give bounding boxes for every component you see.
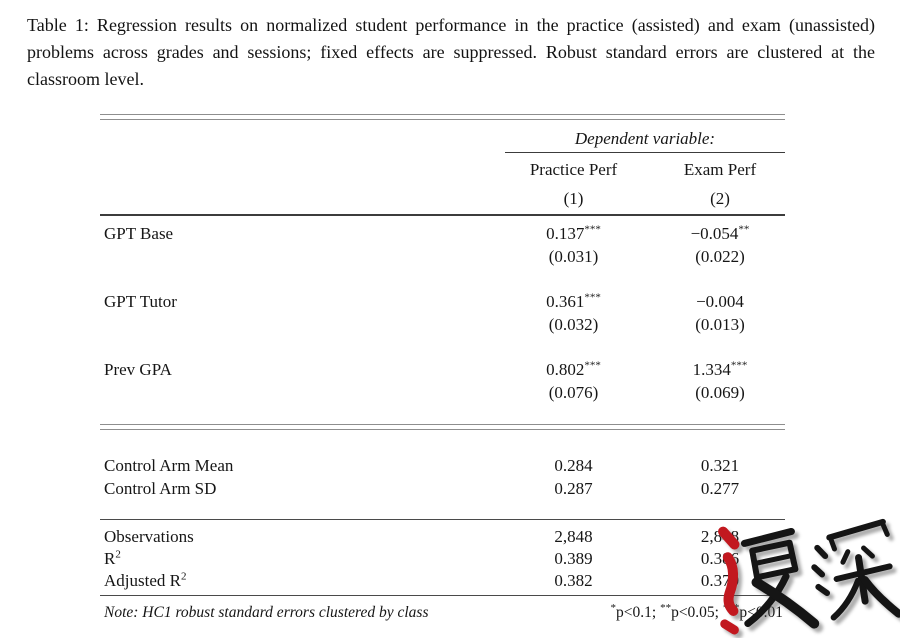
row-label: GPT Tutor [104, 292, 177, 311]
column-number-row: (1) (2) [100, 189, 785, 209]
se-cell: (0.069) [695, 383, 745, 402]
coef-row-prev-gpa: Prev GPA 0.802*** 1.334*** (0.076) (0.06… [100, 358, 785, 404]
mid-double-rule [100, 424, 785, 430]
summary-row-sd: Control Arm SD 0.287 0.277 [100, 477, 785, 500]
column-header-exam: Exam Perf [683, 160, 757, 179]
significance-stars: ** [738, 223, 750, 236]
column-header-practice: Practice Perf [529, 160, 618, 179]
row-label: Adjusted R2 [104, 570, 187, 590]
se-cell: (0.031) [548, 247, 599, 266]
significance-stars: *** [584, 359, 601, 372]
stats-row-r2: R2 0.389 0.386 [100, 548, 785, 570]
significance-stars: *** [584, 291, 601, 304]
se-cell: (0.076) [548, 383, 599, 402]
se-cell: (0.032) [548, 315, 599, 334]
se-cell: (0.013) [695, 315, 745, 334]
coef-row-gpt-base: GPT Base 0.137*** −0.054** (0.031) (0.02… [100, 222, 785, 268]
row-label: GPT Base [104, 224, 174, 243]
column-number-1: (1) [563, 189, 584, 208]
summary-row-mean: Control Arm Mean 0.284 0.321 [100, 454, 785, 477]
coef-cell: 1.334*** [692, 359, 748, 379]
table-note-row: Note: HC1 robust standard errors cluster… [100, 602, 785, 624]
table-caption: Table 1: Regression results on normalize… [27, 15, 875, 89]
coef-cell: 0.137*** [546, 223, 601, 243]
row-label: R2 [104, 548, 121, 568]
row-label: Control Arm Mean [104, 456, 234, 475]
stats-block: Observations 2,848 2,848 R2 0.389 0.386 … [100, 526, 785, 592]
column-header-row: Practice Perf Exam Perf [100, 160, 785, 180]
row-label: Observations [104, 527, 194, 546]
coef-cell: −0.004 [696, 292, 744, 311]
row-label: Control Arm SD [104, 479, 217, 498]
column-number-2: (2) [710, 189, 730, 208]
summary-block: Control Arm Mean 0.284 0.321 Control Arm… [100, 454, 785, 500]
stats-row-adj-r2: Adjusted R2 0.382 0.379 [100, 570, 785, 592]
significance-stars: *** [584, 223, 601, 236]
coef-cell: 0.802*** [546, 359, 601, 379]
dependent-variable-row: Dependent variable: [100, 129, 785, 153]
value-cell: 0.386 [700, 549, 740, 568]
value-cell: 0.389 [554, 549, 593, 568]
se-cell: (0.022) [695, 247, 745, 266]
note-text: Note: HC1 robust standard errors cluster… [104, 604, 429, 621]
bottom-rule [100, 595, 785, 596]
value-cell: 0.379 [700, 571, 740, 590]
header-rule [100, 214, 785, 216]
coef-cell: −0.054** [690, 223, 750, 243]
value-cell: 0.284 [554, 456, 593, 475]
value-cell: 0.382 [554, 571, 593, 590]
coef-row-gpt-tutor: GPT Tutor 0.361*** −0.004 (0.032) (0.013… [100, 290, 785, 336]
stats-top-rule [100, 519, 785, 520]
top-double-rule [100, 114, 785, 120]
dependent-variable-label: Dependent variable: [505, 129, 785, 153]
value-cell: 0.321 [700, 456, 740, 475]
row-label: Prev GPA [104, 360, 172, 379]
significance-legend: *p<0.1; **p<0.05; ***p<0.01 [610, 601, 784, 621]
watermark-ink-char-2 [811, 518, 900, 621]
regression-table: Dependent variable: Practice Perf Exam P… [100, 114, 785, 624]
value-cell: 0.287 [554, 479, 593, 498]
significance-stars: *** [730, 359, 748, 372]
value-cell: 2,848 [554, 527, 593, 546]
stats-row-observations: Observations 2,848 2,848 [100, 526, 785, 548]
value-cell: 0.277 [700, 479, 740, 498]
value-cell: 2,848 [700, 527, 740, 546]
coef-cell: 0.361*** [546, 291, 601, 311]
